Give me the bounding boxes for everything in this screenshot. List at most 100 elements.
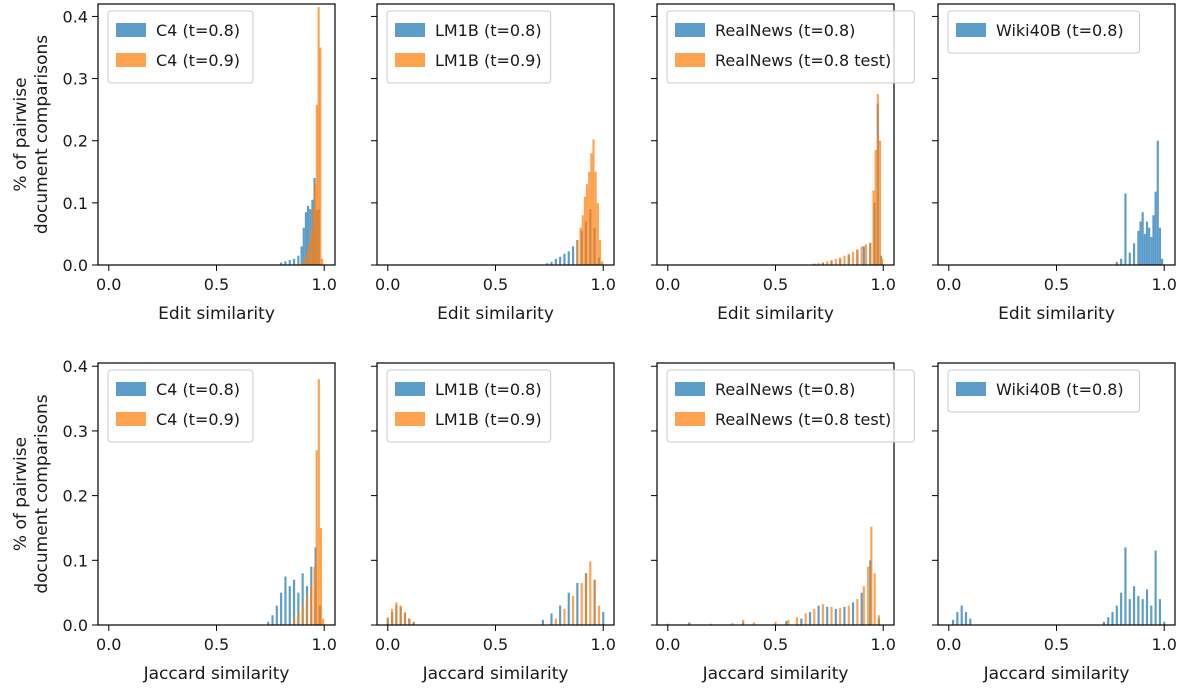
x-tick-label: 1.0 [312,635,337,654]
x-tick-label: 1.0 [312,275,337,294]
histogram-bar [874,150,877,265]
histogram-bar [856,249,859,265]
legend-swatch [675,412,705,426]
series-1-bars [688,560,880,625]
histogram-bar [843,606,846,625]
histogram-bar [313,566,316,625]
histogram-bar [315,104,318,265]
legend-entry: RealNews (t=0.8) [715,380,855,399]
histogram-bar [800,618,803,625]
histogram-bar [311,199,314,265]
legend: C4 (t=0.8) C4 (t=0.9) [107,369,254,443]
histogram-bar [314,184,317,265]
series-2-bars [386,561,600,625]
legend-box [947,10,1140,54]
histogram-bar [817,605,820,625]
histogram-bar [839,608,842,625]
histogram-bar [1145,221,1149,265]
histogram-bar [567,251,570,265]
histogram-bar [581,215,584,265]
histogram-bar [1111,612,1114,625]
y-tick-label: 0.4 [63,357,88,376]
x-tick-label: 0.0 [375,635,400,654]
histogram-bar [319,47,322,265]
histogram-bar [1141,212,1144,265]
histogram-bar [576,240,579,265]
histogram-bar [305,252,309,265]
histogram-bar [952,619,955,625]
histogram-bar [752,622,756,625]
histogram-bar [688,623,691,625]
histogram-bar [862,246,865,265]
series-2-bars [576,139,604,265]
x-tick-label: 0.0 [96,275,121,294]
legend-swatch [395,382,425,396]
histogram-bar [386,617,389,625]
histogram-bar [862,586,865,625]
histogram-bar [1150,605,1153,625]
histogram-bar [301,605,304,625]
histogram-bar [304,212,307,265]
legend-swatch [116,382,146,396]
histogram-bar [593,579,596,625]
series-1-bars [267,547,321,625]
x-tick-label: 0.5 [763,275,788,294]
panel-4: 0.0 0.5 1.0 Edit similarity Wiki40B (t=0.8) [932,3,1177,324]
histogram-bar [870,526,873,625]
x-axis-label: Jaccard similarity [983,664,1130,684]
series-2-bars [301,7,324,266]
histogram-bar [412,622,415,625]
histogram-bar [847,253,850,265]
legend: Wiki40B (t=0.8) [947,10,1140,54]
histogram-bar [742,619,745,625]
histogram-bar [851,602,855,625]
histogram-bar [284,261,287,265]
series-1-bars [1115,140,1164,265]
histogram-bar [317,379,320,625]
y-axis-label-line: % of pairwise [11,437,31,551]
legend-swatch [675,53,705,67]
histogram-bar [292,618,296,625]
x-tick-label: 0.0 [375,275,400,294]
histogram-bar [312,209,315,265]
histogram-bar [969,618,972,625]
x-axis-label: Edit similarity [998,304,1115,324]
legend-entry: LM1B (t=0.8) [435,21,542,40]
histogram-bar [288,260,291,265]
x-tick-label: 0.5 [763,635,788,654]
legend-swatch [116,23,146,37]
histogram-bar [851,251,855,265]
histogram-bar [1115,261,1118,265]
x-tick-label: 0.5 [483,635,508,654]
histogram-bar [563,608,566,625]
legend-entry: RealNews (t=0.8) [715,21,855,40]
histogram-bar [284,576,287,625]
x-tick-label: 1.0 [871,635,896,654]
histogram-bar [576,582,579,625]
histogram-bar [808,612,812,625]
histogram-bar [830,606,833,625]
histogram-bar [321,258,324,265]
series-1-bars [813,103,883,266]
histogram-bar [292,258,296,265]
x-tick-label: 0.5 [1044,275,1069,294]
histogram-bar [297,612,300,625]
histogram-bar [305,595,309,625]
histogram-bar [873,202,876,265]
series-2-bars [666,526,880,625]
histogram-bar [598,240,602,265]
histogram-bar [584,573,588,625]
histogram-bar [571,595,575,625]
histogram-bar [876,94,879,265]
x-tick-label: 1.0 [1152,275,1177,294]
histogram-bar [1124,547,1127,625]
histogram-bar [271,615,274,625]
histogram-bar [310,230,313,265]
y-tick-label: 0.1 [63,551,88,570]
legend-entry: LM1B (t=0.8) [435,380,542,399]
histogram-bar [550,261,553,265]
y-axis-label-line: document comparisons [32,394,52,593]
legend-entry: Wiki40B (t=0.8) [996,380,1124,399]
histogram-bar [1143,233,1146,265]
legend-entry: C4 (t=0.9) [156,410,240,429]
